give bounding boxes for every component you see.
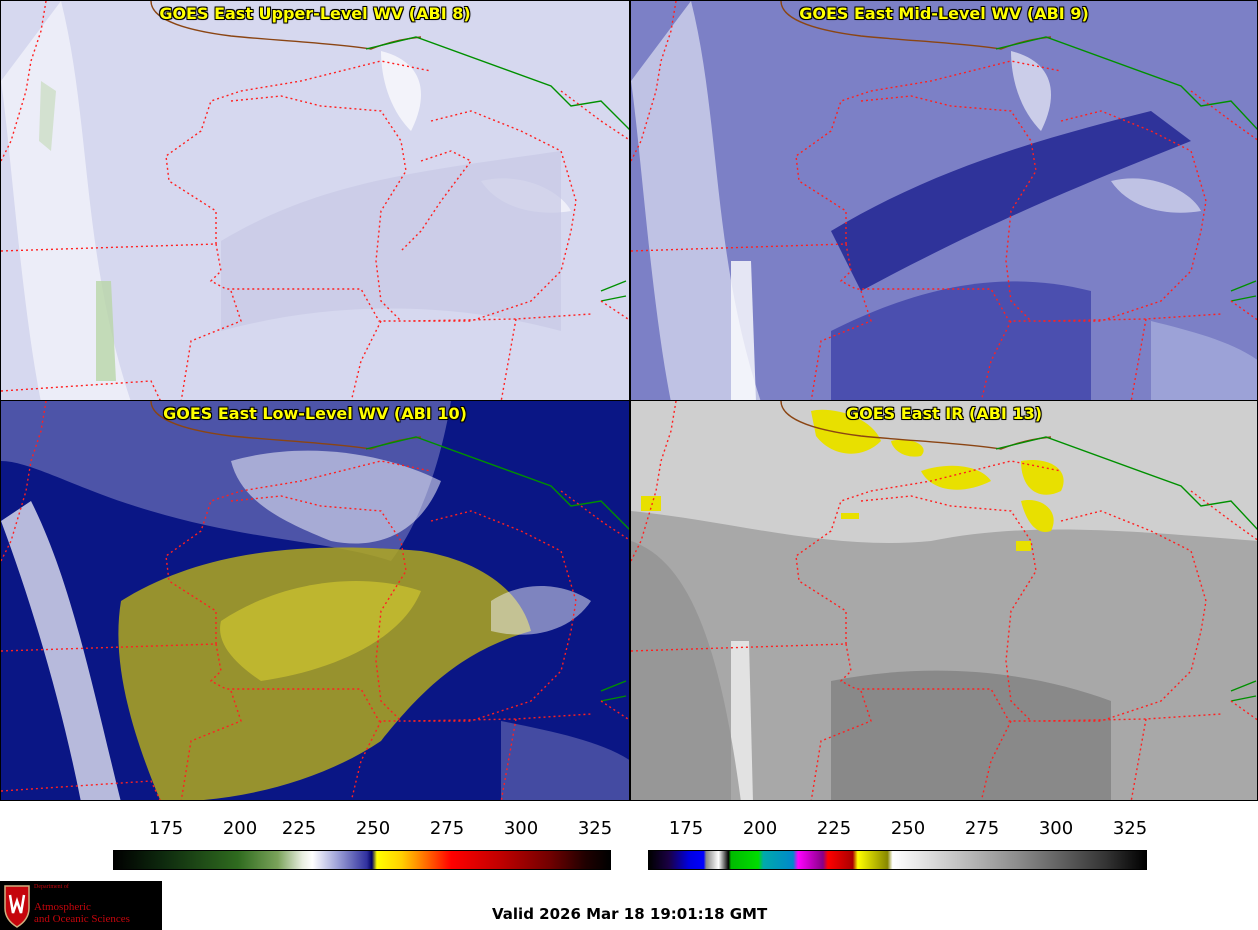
logo-line2: and Oceanic Sciences bbox=[34, 913, 130, 925]
ir-tick: 225 bbox=[816, 818, 852, 839]
logo-dept-text: Department of bbox=[34, 884, 69, 890]
ir-colorbar-ticks: 175 200 225 250 275 300 325 bbox=[648, 818, 1147, 840]
wv-tick: 300 bbox=[503, 818, 539, 839]
ir-tick: 300 bbox=[1038, 818, 1074, 839]
ir-colorbar-gradient bbox=[648, 850, 1147, 870]
mid-level-wv-panel: GOES East Mid-Level WV (ABI 9) bbox=[630, 0, 1258, 401]
wv-tick: 325 bbox=[577, 818, 613, 839]
mid-level-wv-map bbox=[631, 1, 1257, 400]
ir-map bbox=[631, 401, 1257, 800]
upper-level-wv-map bbox=[1, 1, 629, 400]
low-level-wv-title: GOES East Low-Level WV (ABI 10) bbox=[163, 404, 467, 423]
ir-tick: 325 bbox=[1112, 818, 1148, 839]
low-level-wv-map bbox=[1, 401, 629, 800]
uw-crest-icon bbox=[4, 885, 30, 928]
wv-tick: 175 bbox=[148, 818, 184, 839]
aos-logo: Department of Atmospheric and Oceanic Sc… bbox=[0, 881, 162, 930]
wv-tick: 275 bbox=[429, 818, 465, 839]
ir-tick: 175 bbox=[668, 818, 704, 839]
ir-panel: GOES East IR (ABI 13) bbox=[630, 400, 1258, 801]
upper-level-wv-panel: GOES East Upper-Level WV (ABI 8) bbox=[0, 0, 630, 401]
logo-text: Atmospheric and Oceanic Sciences bbox=[34, 901, 130, 925]
wv-colorbar-ticks: 175 200 225 250 275 300 325 bbox=[113, 818, 613, 840]
ir-tick: 250 bbox=[890, 818, 926, 839]
ir-tick: 200 bbox=[742, 818, 778, 839]
map-borders bbox=[1, 1, 629, 400]
wv-colorbar: 175 200 225 250 275 300 325 bbox=[113, 800, 613, 880]
upper-level-wv-title: GOES East Upper-Level WV (ABI 8) bbox=[159, 4, 471, 23]
ir-tick: 275 bbox=[964, 818, 1000, 839]
low-level-wv-panel: GOES East Low-Level WV (ABI 10) bbox=[0, 400, 630, 801]
ir-colorbar: 175 200 225 250 275 300 325 bbox=[648, 800, 1147, 880]
logo-line1: Atmospheric bbox=[34, 901, 91, 913]
wv-tick: 200 bbox=[222, 818, 258, 839]
valid-time: Valid 2026 Mar 18 19:01:18 GMT bbox=[492, 905, 768, 923]
wv-colorbar-gradient bbox=[113, 850, 611, 870]
mid-level-wv-title: GOES East Mid-Level WV (ABI 9) bbox=[799, 4, 1089, 23]
wv-tick: 250 bbox=[355, 818, 391, 839]
wv-tick: 225 bbox=[281, 818, 317, 839]
ir-title: GOES East IR (ABI 13) bbox=[845, 404, 1043, 423]
